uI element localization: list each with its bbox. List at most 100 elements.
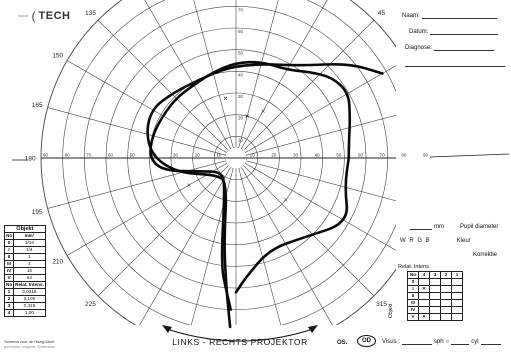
- meridian-label-315: 315: [376, 301, 387, 308]
- relat-cell: [418, 299, 430, 307]
- meridian-label-45: 45: [378, 10, 386, 17]
- projector-label: LINKS - RECHTS PROJEKTOR: [172, 337, 308, 347]
- radial-label-right-70: 70: [380, 153, 386, 158]
- name-field[interactable]: Naam:: [402, 12, 497, 19]
- radial-label-left-60: 60: [108, 153, 114, 158]
- objekt-cell: 16: [13, 267, 46, 275]
- relat-header-row: No 4 3 2 1: [407, 271, 463, 279]
- relat-cell: [429, 299, 441, 307]
- isopter-2: [146, 62, 384, 329]
- isopter-1: [234, 156, 350, 294]
- objekt-cell: 64: [13, 274, 46, 282]
- radial-label-up-50: 50: [238, 51, 244, 56]
- objekt-table-wrap: Objekt No mm² 0 1/16 I 1/4 II 1 III 4 IV 16 V 64 No R…: [3, 225, 46, 317]
- date-label: Datum:: [409, 29, 429, 35]
- objekt-row: I 1/4: [3, 246, 46, 254]
- objekt-cell: 1/4: [13, 246, 46, 254]
- brand-logo: topcon ( TECH: [18, 10, 70, 22]
- sph-label: sph: [433, 339, 444, 345]
- relat-row-label: II: [407, 292, 419, 300]
- meridian-300: [241, 167, 333, 325]
- radial-label-left-80: 80: [65, 153, 71, 158]
- radial-label-right-50: 50: [336, 153, 342, 158]
- intens-row: 3 0,315: [3, 302, 46, 310]
- meridian-195: [47, 160, 226, 209]
- meridian-150: [66, 60, 227, 153]
- meridian-label-150: 150: [52, 53, 63, 60]
- meridian-label-180: 180: [25, 156, 36, 163]
- color-letters: W R G B: [400, 238, 431, 244]
- intens-cell: 2: [3, 295, 15, 303]
- relat-row: II: [407, 292, 463, 300]
- pupil-field[interactable]: mm Pupil diameter: [410, 223, 498, 230]
- relat-row: V ✕: [407, 313, 463, 321]
- objekt-header-row: No mm²: [3, 232, 46, 240]
- relat-header-2: 3: [429, 271, 441, 279]
- visus-field[interactable]: Visus : sph ○ cyl: [382, 338, 501, 345]
- scotoma-marks: [187, 96, 288, 202]
- meridian-15: [246, 114, 396, 156]
- objekt-row: II 1: [3, 253, 46, 261]
- radial-label-left-50: 50: [130, 153, 136, 158]
- relat-header-4: 1: [451, 271, 463, 279]
- relat-cell: [429, 313, 441, 321]
- intens-header-1: Relat. Intens.: [13, 281, 46, 289]
- mark-0: [245, 114, 249, 118]
- od-label[interactable]: OD: [357, 335, 376, 347]
- relat-row-label: I: [407, 285, 419, 293]
- diagnosis-line-2[interactable]: [405, 66, 505, 67]
- relat-cell: [418, 306, 430, 314]
- radial-label-up-10: 10: [238, 137, 244, 142]
- relat-cell: [440, 306, 452, 314]
- pupil-line[interactable]: [410, 223, 432, 230]
- objekt-cell: I: [3, 246, 15, 254]
- diagnosis-line[interactable]: [434, 44, 495, 51]
- relat-cell: [451, 313, 463, 321]
- footer-note-line-1: Schema voor de Haag-Streit: [4, 339, 55, 344]
- relat-cell: [429, 285, 441, 293]
- brand-name: TECH: [38, 10, 71, 22]
- intens-cell: 0,0315: [13, 288, 46, 296]
- mark-2: [223, 96, 228, 100]
- mark-3: [187, 183, 191, 187]
- meridian-330: [245, 163, 396, 251]
- relat-header-0: No: [407, 271, 419, 279]
- relat-row: 0: [407, 278, 463, 286]
- diagnosis-field[interactable]: Diagnose:: [405, 44, 495, 51]
- sph-line[interactable]: [451, 338, 470, 345]
- relat-check-icon: ✕: [418, 313, 430, 321]
- relat-cell: [418, 278, 430, 286]
- visus-line[interactable]: [401, 338, 432, 345]
- relat-row: I ✕: [407, 285, 463, 293]
- radial-label-up-60: 60: [238, 29, 244, 34]
- name-line[interactable]: [421, 12, 497, 19]
- radial-label-right-10: 10: [250, 153, 256, 158]
- objekt-cell: 4: [13, 260, 46, 268]
- os-label[interactable]: OS.: [337, 340, 348, 346]
- radial-label-up-70: 70: [238, 7, 244, 12]
- objekt-cell: V: [3, 274, 15, 282]
- correction-label: Korrektie: [473, 252, 498, 258]
- intens-row: 4 1,00: [3, 309, 46, 317]
- intens-row: 2 0,100: [3, 295, 46, 303]
- relat-row: III: [407, 299, 463, 307]
- relat-cell: [440, 292, 452, 300]
- projector-arrow-left: [162, 325, 172, 333]
- axis-0-line: [429, 153, 510, 158]
- relat-cell: [451, 299, 463, 307]
- relat-cell: [418, 292, 430, 300]
- date-line[interactable]: [430, 28, 499, 35]
- objekt-cell: II: [3, 253, 15, 261]
- brand-paren-icon: (: [31, 9, 36, 23]
- meridian-120: [144, 0, 231, 149]
- relat-cell: [440, 278, 452, 286]
- intens-cell: 3: [3, 302, 15, 310]
- meridian-165: [47, 107, 226, 156]
- cyl-line[interactable]: [480, 338, 501, 345]
- pupil-label: Pupil diameter: [460, 224, 499, 230]
- relat-cell: [429, 278, 441, 286]
- diagnosis-label: Diagnose:: [405, 45, 433, 51]
- relat-cell: [451, 285, 463, 293]
- date-field[interactable]: Datum:: [409, 28, 499, 35]
- relat-cell: [440, 313, 452, 321]
